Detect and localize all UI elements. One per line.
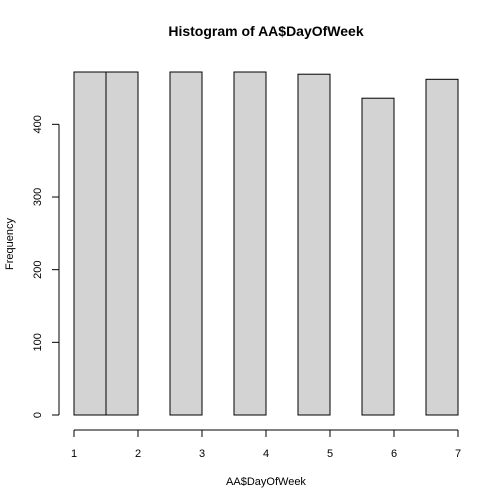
histogram-bar-2	[105, 71, 139, 416]
y-tick-label: 0	[32, 412, 44, 418]
histogram-bar-10	[361, 97, 395, 416]
x-axis-label: AA$DayOfWeek	[226, 476, 306, 488]
x-tick-label: 2	[135, 448, 141, 460]
x-tick-label: 3	[199, 448, 205, 460]
y-axis-label: Frequency	[4, 218, 16, 270]
y-axis: 0 100 200 300 400	[32, 115, 60, 418]
histogram-bar-12	[425, 78, 459, 416]
histogram-bar-6	[233, 71, 267, 416]
y-tick-label: 400	[32, 115, 44, 133]
y-tick-label: 100	[32, 333, 44, 351]
histogram-bar-1	[73, 71, 107, 416]
y-tick-label: 300	[32, 188, 44, 206]
x-tick-label: 1	[71, 448, 77, 460]
bars-group	[73, 71, 459, 416]
y-tick-label: 200	[32, 260, 44, 278]
x-tick-label: 4	[263, 448, 269, 460]
histogram-bar-8	[297, 73, 331, 416]
x-tick-label: 7	[455, 448, 461, 460]
x-tick-label: 5	[327, 448, 333, 460]
histogram-bar-4	[169, 71, 203, 416]
x-tick-label: 6	[391, 448, 397, 460]
x-axis: 1 2 3 4 5 6 7	[71, 429, 461, 460]
chart-title: Histogram of AA$DayOfWeek	[168, 23, 363, 39]
